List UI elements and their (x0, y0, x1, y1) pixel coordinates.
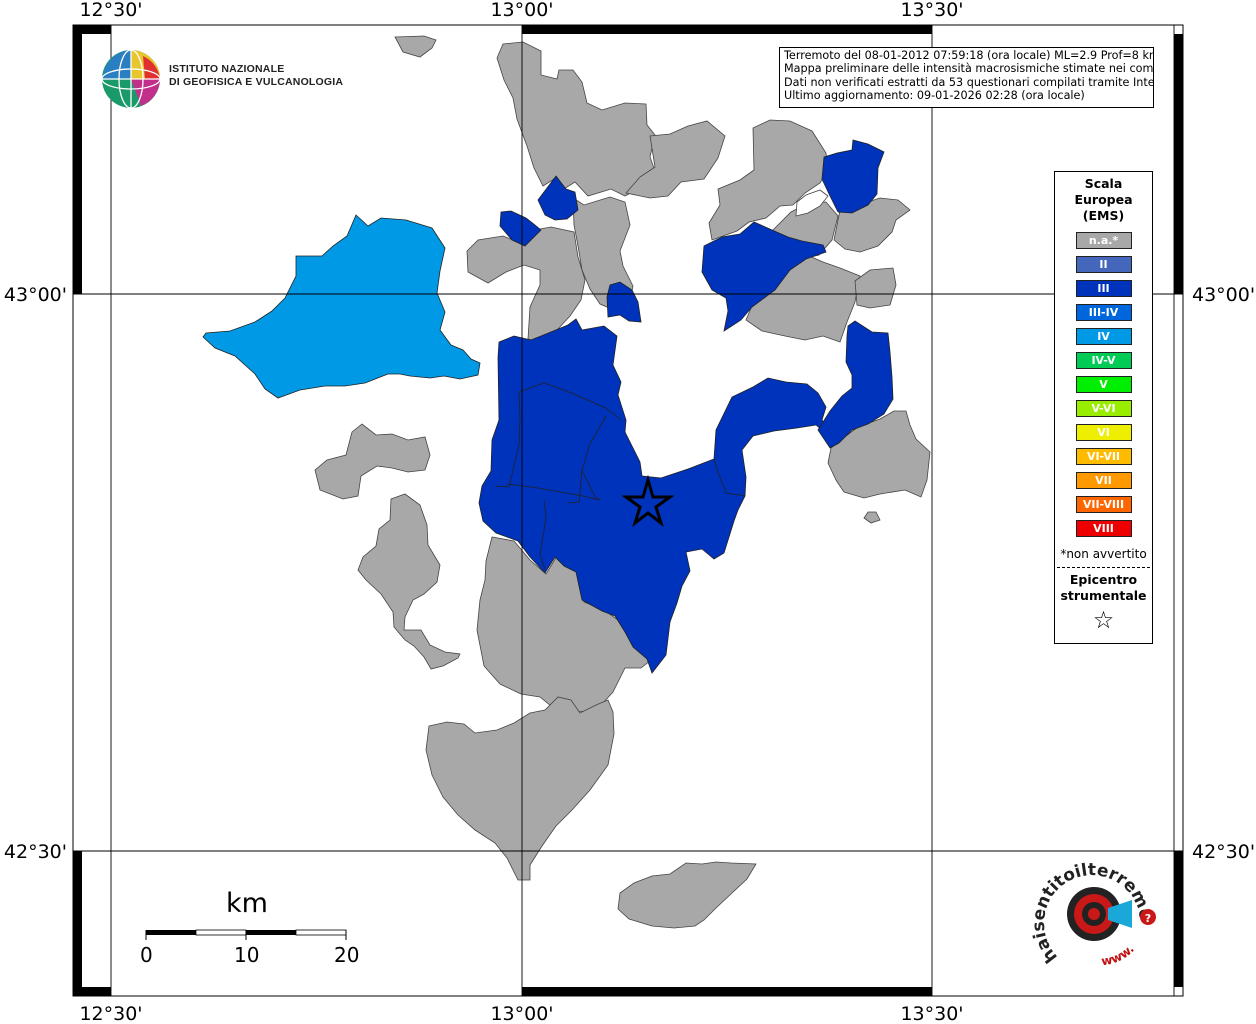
scale-tick-label: 20 (334, 943, 360, 967)
legend-item: V (1075, 376, 1132, 393)
legend-item: VII-VIII (1075, 496, 1132, 513)
ingv-globe-icon (101, 49, 161, 109)
graticule (73, 25, 1183, 996)
legend-items: n.a.* II III III-IV IV IV-V V V-VI VI VI-VII VII VI… (1055, 232, 1152, 537)
legend-item: n.a.* (1075, 232, 1132, 249)
ingv-line: DI GEOFISICA E VULCANOLOGIA (169, 76, 344, 88)
haisentito-logo-icon: haisentitoilterremoto.it www. ? (1028, 862, 1156, 968)
event-info-box: Terremoto del 08-01-2012 07:59:18 (ora l… (779, 47, 1154, 108)
area-na (314, 423, 431, 500)
area-na (476, 536, 652, 713)
lon-label: 13°00' (490, 1003, 553, 1024)
area-na (357, 493, 461, 670)
area-iii (606, 281, 642, 323)
legend-item: VII (1075, 472, 1132, 489)
epicenter-star-marker (621, 474, 675, 528)
municipality-ems-iv (202, 214, 481, 399)
lon-labels-bottom: 12°30' 13°00' 13°30' (79, 1003, 963, 1024)
scale-bar (145, 929, 347, 940)
legend-divider (1057, 567, 1150, 568)
area-na (617, 861, 757, 929)
info-line: Dati non verificati estratti da 53 quest… (784, 75, 1154, 89)
legend-item: VI-VII (1075, 448, 1132, 465)
legend-title-line: (EMS) (1082, 208, 1125, 223)
lat-labels-left: 43°00' 42°30' (4, 284, 67, 863)
info-line: Ultimo aggiornamento: 09-01-2026 02:28 (… (784, 88, 1085, 102)
lon-label: 12°30' (79, 0, 142, 21)
info-line: Terremoto del 08-01-2012 07:59:18 (ora l… (784, 49, 1154, 62)
area-na (496, 41, 656, 197)
svg-text:www.: www. (1100, 942, 1137, 968)
legend-epicenter-line: Epicentro (1069, 572, 1138, 587)
area-iv (202, 214, 481, 399)
legend-note: *non avvertito (1060, 547, 1147, 561)
area-na (394, 35, 437, 58)
map-border-ticks (73, 25, 1183, 996)
legend-item: VI (1075, 424, 1132, 441)
area-na (708, 119, 829, 241)
legend-item: III (1075, 280, 1132, 297)
lat-label: 42°30' (4, 841, 67, 863)
internal-boundaries (494, 382, 746, 570)
lat-label: 43°00' (1192, 284, 1255, 306)
area-na (854, 267, 897, 309)
area-iii (821, 139, 885, 214)
land-gaps (795, 189, 829, 217)
hst-logo-url: www. (1100, 942, 1137, 968)
info-line: Mappa preliminare delle intensità macros… (784, 62, 1154, 76)
area-na (625, 120, 726, 199)
scale-tick-label: 10 (234, 943, 260, 967)
legend-title-line: Scala (1084, 176, 1123, 191)
legend-epicenter-label: Epicentro strumentale (1055, 572, 1152, 604)
legend-item: IV (1075, 328, 1132, 345)
area-na (827, 410, 931, 499)
lat-label: 43°00' (4, 284, 67, 306)
lat-labels-right: 43°00' 42°30' (1192, 284, 1255, 863)
area-iii (537, 175, 579, 221)
question-icon: ? (1145, 912, 1151, 925)
legend-item: III-IV (1075, 304, 1132, 321)
municipalities-na (314, 35, 931, 929)
area-iii (499, 210, 542, 247)
legend-item: V-VI (1075, 400, 1132, 417)
area-iii (701, 221, 827, 332)
star-icon: ☆ (1092, 606, 1115, 634)
scale-unit-label: km (226, 888, 268, 919)
lon-label: 13°00' (490, 0, 553, 21)
scale-tick-label: 0 (140, 943, 153, 967)
ingv-line: ISTITUTO NAZIONALE (169, 63, 285, 75)
lon-label: 13°30' (900, 0, 963, 21)
area-na (425, 696, 615, 881)
ems-legend: Scala Europea (EMS) n.a.* II III III-IV IV IV… (1054, 171, 1153, 644)
lon-labels-top: 12°30' 13°00' 13°30' (79, 0, 963, 21)
legend-item: II (1075, 256, 1132, 273)
legend-title-line: Europea (1074, 192, 1133, 207)
ingv-logo-text: ISTITUTO NAZIONALE DI GEOFISICA E VULCAN… (169, 63, 343, 89)
legend-item: IV-V (1075, 352, 1132, 369)
area-iii (817, 320, 894, 449)
legend-item: VIII (1075, 520, 1132, 537)
area-na (863, 511, 881, 524)
lat-label: 42°30' (1192, 841, 1255, 863)
lon-label: 13°30' (900, 1003, 963, 1024)
legend-epicenter-line: strumentale (1060, 588, 1147, 603)
legend-title: Scala Europea (EMS) (1055, 176, 1152, 224)
lon-label: 12°30' (79, 1003, 142, 1024)
